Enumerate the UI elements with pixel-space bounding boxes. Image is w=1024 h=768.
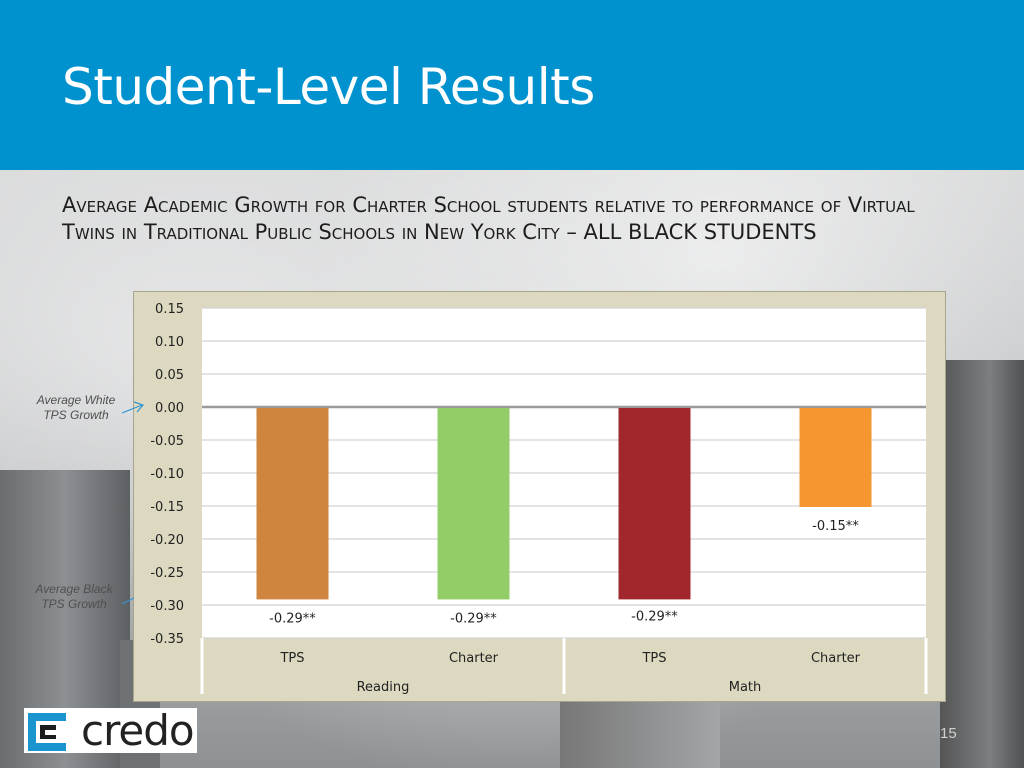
arrow-white-line [121,404,143,414]
bar [799,408,872,507]
credo-logo-mark-icon [28,713,66,751]
y-tick-label: 0.00 [155,401,184,416]
y-tick-label: -0.30 [150,599,184,614]
group-label: Math [729,680,762,695]
bar [437,408,510,600]
data-label: -0.29** [450,611,497,626]
logo-text: credo [81,706,195,755]
background-building [560,700,720,768]
y-tick-label: -0.20 [150,533,184,548]
bar [256,408,329,600]
y-tick-label: 0.15 [155,302,184,317]
y-tick-label: -0.15 [150,500,184,515]
annotation-black-tps: Average Black TPS Growth [35,582,113,611]
data-label: -0.15** [812,519,859,534]
y-tick-label: 0.05 [155,368,184,383]
slide-title: Student-Level Results [62,58,595,116]
y-tick-label: 0.10 [155,335,184,350]
group-label: Reading [357,680,410,695]
bar-chart: 0.15 0.10 0.05 0.00 -0.05 -0.10 -0.15 -0.20 -0.2… [150,302,928,695]
annotation-white-tps: Average White TPS Growth [36,393,116,422]
x-tick-label: Charter [449,651,499,666]
bar [618,408,691,600]
background-building [940,360,1024,768]
y-tick-label: -0.35 [150,632,184,647]
x-tick-label: TPS [279,651,304,666]
data-label: -0.29** [269,611,316,626]
x-tick-label: Charter [811,651,861,666]
data-label: -0.29** [631,609,678,624]
x-tick-label: TPS [641,651,666,666]
y-tick-label: -0.05 [150,434,184,449]
credo-logo: credo [24,706,197,755]
page-number: 15 [940,725,957,742]
y-tick-label: -0.10 [150,467,184,482]
slide-subtitle: Average Academic Growth for Charter Scho… [62,193,915,244]
arrow-black-line [121,597,135,605]
chart-panel: 0.15 0.10 0.05 0.00 -0.05 -0.10 -0.15 -0.20 -0.2… [133,291,946,702]
arrow-white-head [133,401,145,413]
y-tick-label: -0.25 [150,566,184,581]
header-bar: Student-Level Results [0,0,1024,170]
